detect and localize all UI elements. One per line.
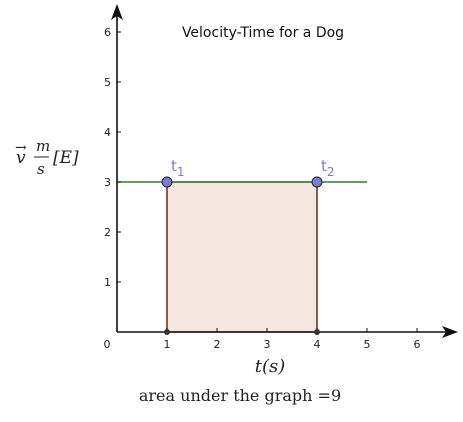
y-tick-label-5: 5 — [104, 76, 111, 89]
vector-arrow-icon: → — [15, 140, 27, 156]
y-label-denominator: s — [37, 160, 45, 178]
series-layer — [117, 181, 367, 332]
y-tick-label-3: 3 — [104, 176, 111, 189]
x-tick-label-4: 4 — [314, 338, 321, 351]
area-under-graph — [166, 181, 318, 333]
y-tick-label-2: 2 — [104, 226, 111, 239]
y-tick-label-4: 4 — [104, 126, 111, 139]
chart-title: Velocity-Time for a Dog — [182, 25, 344, 41]
point-label-t1: t1 — [171, 157, 185, 179]
y-axis-arrow-icon — [111, 4, 123, 20]
y-axis-label: v → m s [E] — [15, 137, 79, 178]
point-t1 — [161, 176, 173, 188]
y-tick-label-1: 1 — [104, 276, 111, 289]
y-label-direction: [E] — [53, 148, 79, 168]
origin-label: 0 — [104, 338, 111, 351]
axes — [111, 4, 458, 338]
area-rectangle — [166, 181, 318, 333]
point-label-t2: t2 — [321, 157, 335, 179]
x-tick-label-2: 2 — [214, 338, 221, 351]
tick-labels: 1 2 3 4 5 6 1 2 3 4 5 6 0 — [104, 26, 421, 351]
y-tick-label-6: 6 — [104, 26, 111, 39]
x-axis-arrow-icon — [442, 326, 458, 338]
point-label-subscript: 2 — [327, 165, 335, 179]
base-marker-1 — [164, 329, 170, 335]
point-label-subscript: 1 — [177, 165, 185, 179]
base-marker-2 — [314, 329, 320, 335]
x-tick-label-3: 3 — [264, 338, 271, 351]
x-tick-label-1: 1 — [164, 338, 171, 351]
x-tick-label-6: 6 — [414, 338, 421, 351]
y-label-numerator: m — [36, 137, 50, 155]
x-tick-label-5: 5 — [364, 338, 371, 351]
point-t2 — [311, 176, 323, 188]
area-caption: area under the graph =9 — [139, 386, 341, 405]
x-axis-label: t(s) — [255, 356, 286, 377]
y-label-vector: v — [16, 148, 26, 168]
